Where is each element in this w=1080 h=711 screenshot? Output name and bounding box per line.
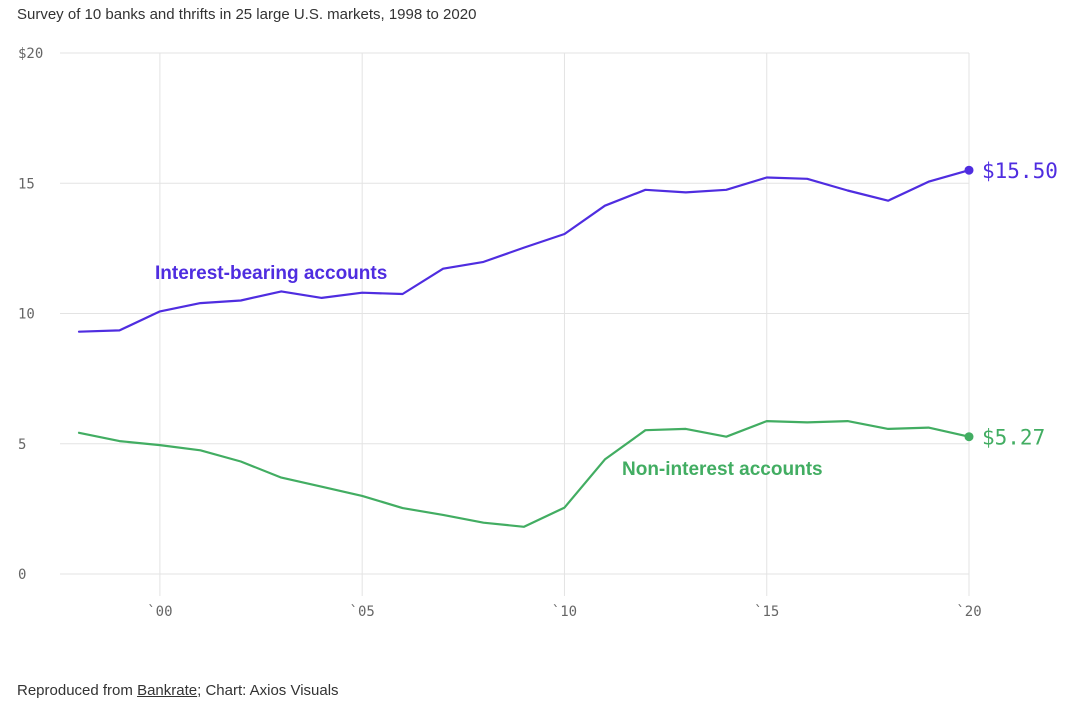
series-line [77,420,971,528]
series-name-label: Interest-bearing accounts [155,263,387,284]
y-tick-label: 0 [18,567,26,583]
y-tick-label: 5 [18,437,26,453]
source-link[interactable]: Bankrate [137,682,198,699]
chart-subtitle: Survey of 10 banks and thrifts in 25 lar… [17,6,477,23]
source-prefix: Reproduced from [17,682,138,699]
x-tick-label: `15 [754,604,779,620]
y-tick-label: 10 [18,307,35,323]
x-tick-label: `10 [552,604,577,620]
chart-source-note: Reproduced from Bankrate; Chart: Axios V… [17,682,339,699]
series-line [77,169,971,333]
x-tick-label: `20 [956,604,981,620]
series-name-label: Non-interest accounts [622,459,823,480]
axis-ticks: 0 5 10 15 $20 `00 `05 `10 `15 `20 [18,46,982,620]
series-lines [77,165,974,528]
series-labels: $15.50 Interest-bearing accounts $5.27 Non-… [155,159,1058,480]
source-suffix: ; Chart: Axios Visuals [197,682,339,699]
grid-lines [60,52,970,596]
x-tick-label: `05 [350,604,375,620]
y-tick-label: 15 [18,176,35,192]
series-end-value-label: $15.50 [982,159,1058,183]
y-tick-label: $20 [18,46,43,62]
x-tick-label: `00 [147,604,172,620]
series-end-value-label: $5.27 [982,426,1045,450]
series-end-marker [964,432,974,442]
series-end-marker [964,165,974,175]
